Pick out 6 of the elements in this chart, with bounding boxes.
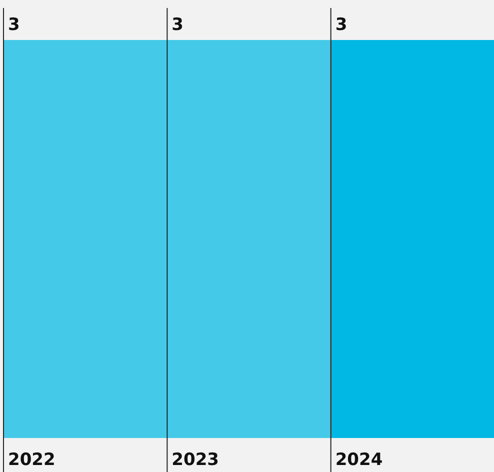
data-label: 3 [8, 15, 20, 35]
x-tick-label: 2024 [335, 450, 383, 470]
x-tick-label: 2022 [8, 450, 56, 470]
data-label: 3 [335, 15, 348, 35]
x-tick-label: 2023 [172, 450, 219, 470]
data-label: 3 [172, 15, 184, 35]
